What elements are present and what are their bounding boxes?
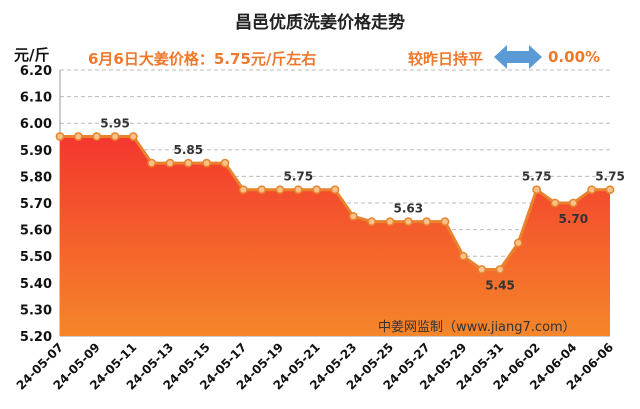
- change-label: 较昨日持平: [408, 50, 484, 68]
- y-tick-label: 5.30: [20, 303, 52, 318]
- data-point: [403, 217, 413, 226]
- y-axis-unit: 元/斤: [14, 46, 50, 64]
- data-labels: 5.95 5.85 5.75 5.63 5.45 5.75 5.70 5.75: [100, 117, 625, 293]
- data-point: [367, 217, 377, 226]
- data-label: 5.75: [284, 170, 314, 184]
- data-point: [257, 185, 267, 195]
- y-tick-label: 6.00: [20, 117, 52, 132]
- data-label: 5.85: [174, 143, 204, 157]
- y-axis-ticks: 5.20 5.30 5.40 5.50 5.60 5.70 5.80 5.90 6.00 6.10…: [20, 64, 52, 345]
- data-point: [605, 185, 615, 195]
- data-point: [202, 158, 212, 168]
- y-tick-label: 5.20: [20, 330, 52, 345]
- price-area: [60, 135, 610, 336]
- data-label: 5.70: [559, 212, 589, 226]
- y-tick-label: 5.50: [20, 250, 52, 265]
- data-point: [293, 185, 303, 195]
- data-point: [165, 158, 175, 168]
- data-point: [532, 185, 542, 195]
- data-point: [92, 132, 102, 141]
- data-point: [385, 217, 395, 226]
- data-point: [312, 185, 322, 195]
- data-point: [348, 211, 358, 221]
- data-label: 5.45: [485, 279, 515, 293]
- data-point: [587, 185, 597, 195]
- data-point: [495, 265, 505, 274]
- data-point: [568, 198, 578, 208]
- data-point: [513, 238, 523, 248]
- data-point: [220, 158, 230, 168]
- data-point: [275, 185, 285, 195]
- data-point: [110, 132, 120, 141]
- data-point: [183, 158, 193, 168]
- data-point: [238, 185, 248, 195]
- left-right-arrow-icon: [494, 45, 542, 69]
- data-point: [73, 132, 83, 141]
- y-tick-label: 5.60: [20, 224, 52, 239]
- source-credit: 中姜网监制（www.jiang7.com）: [378, 320, 576, 335]
- y-tick-label: 5.80: [20, 170, 52, 185]
- data-point: [128, 132, 138, 141]
- y-tick-label: 5.70: [20, 197, 52, 212]
- data-label: 5.75: [522, 170, 552, 184]
- price-headline: 6月6日大姜价格：5.75元/斤左右: [88, 50, 317, 68]
- area-fill: [60, 136, 610, 336]
- data-point: [147, 158, 157, 168]
- chart-title: 昌邑优质洗姜价格走势: [235, 13, 405, 33]
- data-point: [550, 198, 560, 208]
- data-point: [422, 217, 432, 226]
- data-point: [440, 217, 450, 226]
- y-tick-label: 5.90: [20, 144, 52, 159]
- data-point: [458, 251, 468, 261]
- y-tick-label: 6.20: [20, 64, 52, 79]
- x-axis-ticks: 24-05-0724-05-0924-05-1124-05-1324-05-15…: [14, 340, 616, 392]
- data-label: 5.95: [100, 117, 130, 131]
- data-label: 5.75: [595, 170, 625, 184]
- data-label: 5.63: [394, 202, 424, 216]
- data-point: [477, 265, 487, 274]
- change-value: 0.00%: [548, 48, 601, 66]
- price-markers: [55, 132, 615, 274]
- y-tick-label: 5.40: [20, 277, 52, 292]
- y-tick-label: 6.10: [20, 91, 52, 106]
- data-point: [330, 185, 340, 195]
- data-point: [55, 132, 65, 141]
